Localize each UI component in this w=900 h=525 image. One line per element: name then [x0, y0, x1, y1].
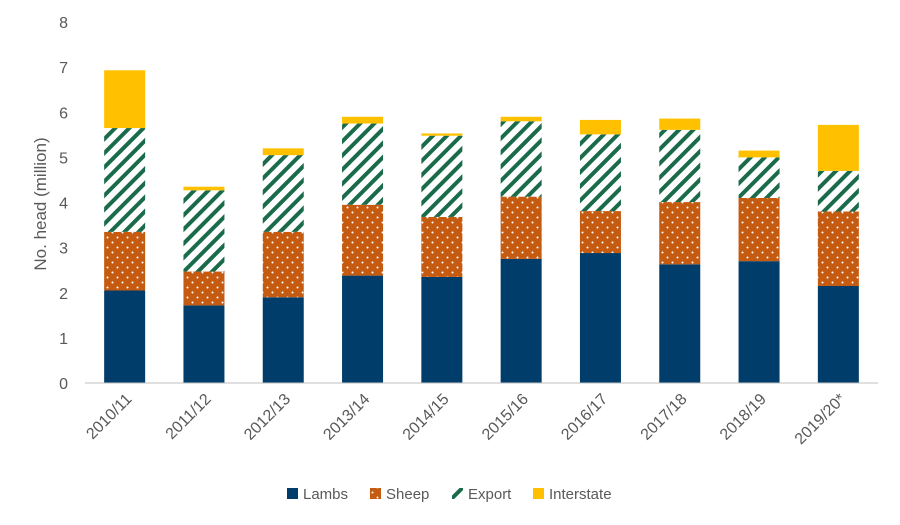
legend-label: Lambs: [303, 486, 348, 503]
bar-segment-interstate: [817, 124, 859, 171]
bar-segment-interstate: [500, 116, 542, 122]
bar-segment-export: [104, 128, 146, 232]
bar-segment-lambs: [659, 264, 701, 383]
bar-segment-interstate: [579, 119, 621, 135]
x-tick-label: 2015/16: [479, 391, 532, 444]
y-axis-title: No. head (million): [31, 137, 50, 270]
bar-segment-sheep: [659, 202, 701, 265]
bar-segment-lambs: [817, 285, 859, 383]
bar-segment-sheep: [262, 231, 304, 298]
bar-segment-sheep: [738, 197, 780, 262]
bar-segment-interstate: [183, 186, 225, 191]
legend-item-export: Export: [452, 486, 512, 503]
bar-segment-export: [500, 121, 542, 197]
bar-segment-lambs: [342, 275, 384, 383]
bar-segment-export: [421, 135, 463, 217]
bar-segment-lambs: [579, 253, 621, 383]
bar-segment-export: [183, 190, 225, 272]
bar-segment-export: [738, 157, 780, 198]
y-axis: 0 1 2 3 4 5 6 7 8: [59, 15, 68, 393]
bar-segment-interstate: [738, 150, 780, 158]
legend-label: Sheep: [386, 486, 429, 503]
y-tick-label: 0: [59, 376, 68, 393]
bar-segment-sheep: [579, 211, 621, 254]
x-tick-label: 2018/19: [717, 391, 770, 444]
legend-label: Export: [468, 486, 512, 503]
bar-segment-lambs: [183, 305, 225, 383]
bar-segment-export: [817, 170, 859, 212]
y-tick-label: 2: [59, 286, 68, 303]
bar-segment-sheep: [817, 211, 859, 286]
legend: Lambs Sheep Export Interstate: [287, 486, 612, 503]
bars: [104, 70, 859, 383]
legend-swatch: [452, 488, 463, 499]
x-tick-label: 2016/17: [558, 391, 611, 444]
bar-segment-export: [342, 123, 384, 205]
bar-segment-sheep: [183, 271, 225, 306]
bar-segment-sheep: [342, 204, 384, 276]
y-tick-label: 7: [59, 60, 68, 77]
bar-segment-lambs: [421, 276, 463, 383]
legend-swatch: [370, 488, 381, 499]
bar-segment-interstate: [104, 70, 146, 129]
bar-segment-lambs: [738, 261, 780, 383]
bar-segment-export: [659, 129, 701, 203]
bar-segment-sheep: [104, 231, 146, 291]
bar-segment-interstate: [421, 133, 463, 136]
legend-item-lambs: Lambs: [287, 486, 348, 503]
x-tick-label: 2014/15: [400, 391, 453, 444]
x-tick-label: 2017/18: [638, 391, 691, 444]
x-tick-label: 2010/11: [83, 391, 135, 443]
bar-segment-interstate: [262, 148, 304, 156]
y-tick-label: 4: [59, 196, 68, 213]
y-tick-label: 3: [59, 241, 68, 258]
y-tick-label: 6: [59, 105, 68, 122]
bar-segment-interstate: [342, 116, 384, 124]
x-tick-label: 2011/12: [163, 391, 215, 443]
y-tick-label: 1: [59, 331, 68, 348]
bar-segment-export: [262, 155, 304, 232]
bar-segment-lambs: [262, 297, 304, 383]
bar-segment-sheep: [421, 216, 463, 277]
legend-item-interstate: Interstate: [533, 486, 612, 503]
bar-segment-interstate: [659, 118, 701, 130]
legend-swatch: [287, 488, 298, 499]
legend-label: Interstate: [549, 486, 612, 503]
x-tick-label: 2012/13: [241, 391, 294, 444]
x-tick-label: 2019/20*: [792, 391, 849, 448]
legend-item-sheep: Sheep: [370, 486, 429, 503]
y-axis-title-text: No. head (million): [31, 137, 50, 270]
bar-segment-export: [579, 134, 621, 212]
bar-segment-sheep: [500, 196, 542, 259]
legend-swatch: [533, 488, 544, 499]
y-tick-label: 5: [59, 150, 68, 167]
bar-segment-lambs: [104, 290, 146, 383]
x-tick-label: 2013/14: [320, 391, 373, 444]
x-axis: 2010/11 2011/12 2012/13 2013/14 2014/15 2015/…: [83, 391, 849, 448]
bar-segment-lambs: [500, 258, 542, 383]
y-tick-label: 8: [59, 15, 68, 32]
